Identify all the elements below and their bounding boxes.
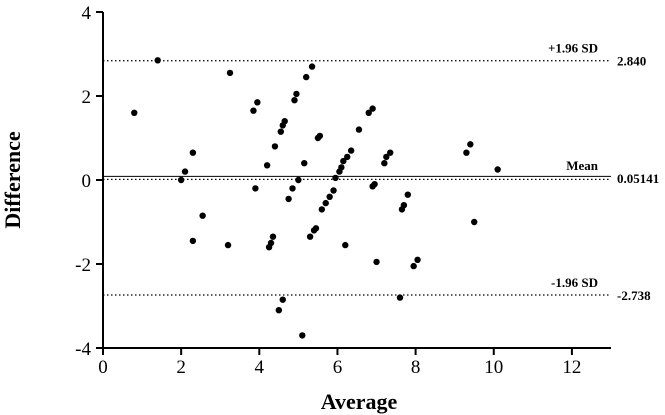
data-point [371, 181, 378, 188]
data-point [332, 174, 339, 182]
data-point [467, 141, 474, 148]
data-point [293, 90, 300, 98]
data-point [289, 185, 296, 192]
data-point [291, 97, 298, 104]
data-point [271, 143, 279, 150]
data-point [344, 153, 351, 161]
data-point [404, 191, 411, 198]
data-point [387, 149, 394, 156]
data-point [295, 176, 302, 184]
y-tick-label: 2 [82, 87, 92, 108]
upper-line-label: +1.96 SD [548, 41, 598, 56]
reference-lines: +1.96 SD 2.840 Mean 0.05141 -1.96 SD -2.738 [103, 41, 659, 303]
data-point [181, 168, 189, 175]
data-points [131, 57, 501, 339]
data-point [471, 218, 478, 226]
data-point [373, 258, 380, 266]
data-point [275, 307, 283, 314]
data-point [277, 128, 284, 135]
data-point [306, 233, 314, 240]
data-point [177, 176, 185, 184]
data-point [263, 162, 271, 169]
x-tick-label: 6 [333, 357, 343, 378]
y-tick-label: -4 [75, 339, 91, 360]
data-point [303, 73, 310, 81]
lower-line-label: -1.96 SD [551, 275, 598, 290]
data-point [396, 294, 404, 301]
data-point [131, 109, 138, 117]
data-point [326, 193, 333, 200]
data-point [312, 225, 320, 232]
data-point [355, 126, 363, 133]
data-point [189, 237, 197, 245]
upper-line-value: 2.840 [617, 54, 646, 69]
x-tick-label: 0 [98, 357, 108, 378]
data-point [226, 69, 234, 77]
data-point [250, 107, 257, 114]
data-point [285, 195, 292, 203]
data-point [154, 57, 161, 64]
data-point [342, 241, 349, 249]
data-point [365, 109, 372, 117]
x-tick-label: 12 [562, 357, 581, 378]
data-point [400, 202, 408, 209]
mean-line-label: Mean [566, 158, 599, 173]
data-point [414, 256, 421, 263]
data-point [269, 233, 277, 240]
data-point [347, 147, 355, 154]
data-point [338, 164, 345, 171]
y-tick-label: 0 [82, 171, 92, 192]
data-point [369, 105, 376, 112]
x-axis-ticks: 0 2 4 6 8 10 12 [98, 348, 581, 378]
data-point [322, 199, 329, 207]
y-axis-title: Difference [0, 131, 25, 229]
x-tick-label: 10 [484, 357, 503, 378]
data-point [267, 239, 275, 247]
data-point [254, 99, 261, 106]
data-point [340, 157, 347, 165]
lower-line-value: -2.738 [617, 288, 651, 303]
y-tick-label: -2 [75, 255, 91, 276]
y-axis-ticks: -4 -2 0 2 4 [75, 3, 103, 360]
data-point [308, 63, 316, 70]
data-point [301, 160, 308, 167]
data-point [299, 332, 306, 339]
data-point [189, 149, 197, 156]
x-tick-label: 8 [411, 357, 421, 378]
x-axis-title: Average [321, 389, 398, 414]
data-point [410, 262, 417, 270]
data-point [330, 187, 337, 194]
x-tick-label: 2 [176, 357, 186, 378]
y-tick-label: 4 [82, 3, 92, 24]
data-point [224, 241, 232, 249]
data-point [316, 132, 324, 140]
data-point [281, 118, 288, 125]
data-point [252, 185, 259, 192]
data-point [383, 153, 390, 161]
data-point [494, 166, 501, 173]
mean-line-value: 0.05141 [617, 171, 659, 186]
x-tick-label: 4 [255, 357, 265, 378]
data-point [381, 160, 388, 167]
data-point [463, 149, 470, 156]
data-point [279, 296, 286, 303]
data-point [318, 206, 326, 213]
data-point [199, 212, 206, 219]
